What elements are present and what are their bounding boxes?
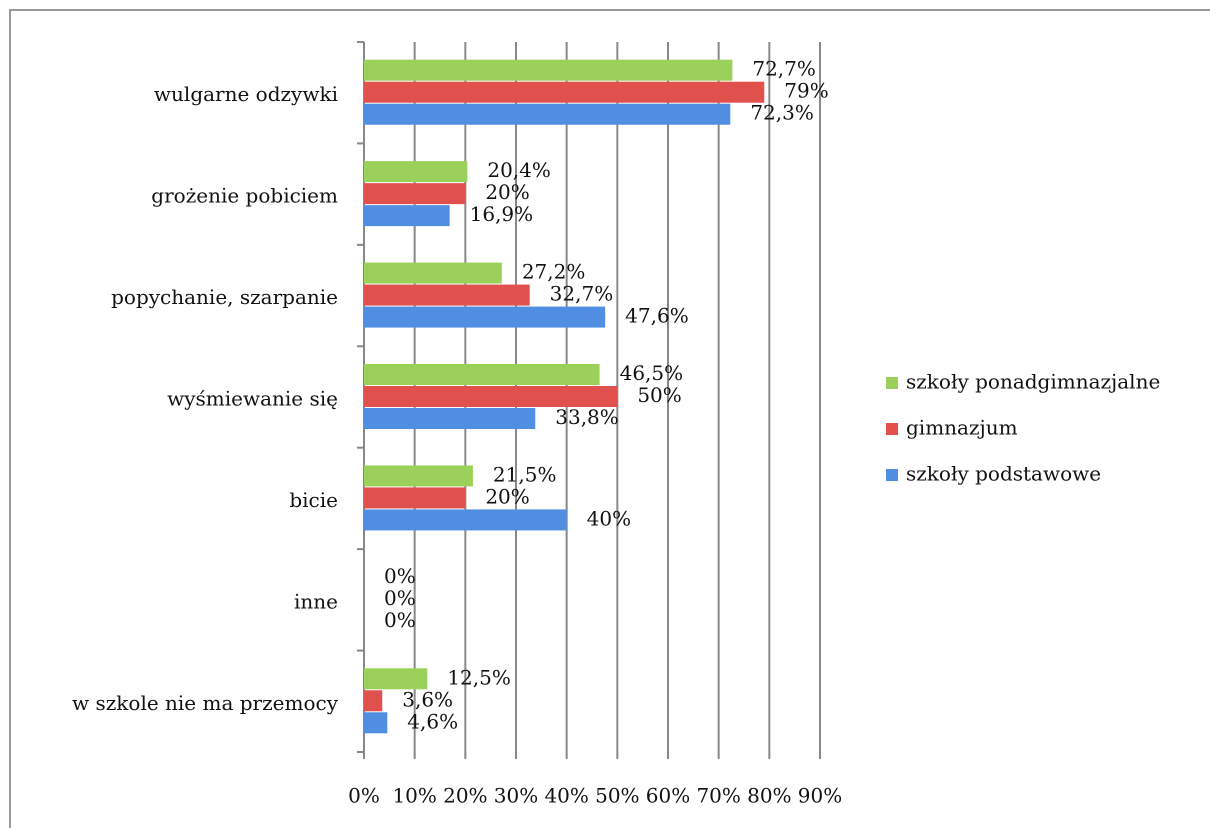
data-label: 0% — [384, 608, 416, 632]
y-tick-label: inne — [294, 589, 338, 613]
data-label: 20,4% — [487, 158, 551, 182]
bar — [364, 183, 466, 205]
bar — [364, 81, 765, 103]
legend-label: szkoły ponadgimnazjalne — [906, 370, 1160, 394]
bar — [364, 262, 502, 284]
bar — [364, 103, 731, 125]
data-label: 3,6% — [402, 687, 453, 711]
y-tick-label: grożenie pobiciem — [151, 184, 338, 208]
data-label: 79% — [784, 79, 828, 103]
data-label: 20% — [485, 180, 529, 204]
bar — [364, 465, 473, 487]
data-label: 4,6% — [407, 709, 458, 733]
y-tick-label: wyśmiewanie się — [167, 387, 338, 411]
legend-swatch — [886, 423, 898, 435]
x-tick-label: 0% — [348, 784, 380, 808]
data-label: 21,5% — [493, 462, 557, 486]
data-label: 12,5% — [447, 665, 511, 689]
bar — [364, 284, 530, 306]
x-tick-label: 90% — [798, 784, 842, 808]
x-tick-label: 80% — [747, 784, 791, 808]
bar — [364, 364, 600, 385]
data-label: 0% — [384, 586, 416, 610]
y-tick-label: w szkole nie ma przemocy — [72, 691, 339, 715]
bar — [364, 487, 466, 509]
data-label: 33,8% — [555, 405, 619, 429]
legend-label: gimnazjum — [906, 416, 1018, 440]
bar — [364, 712, 388, 734]
data-label: 32,7% — [550, 282, 614, 306]
x-tick-label: 70% — [696, 784, 740, 808]
x-tick-label: 20% — [443, 784, 487, 808]
bar — [364, 668, 428, 690]
data-label: 0% — [384, 564, 416, 588]
data-label: 16,9% — [470, 202, 534, 226]
bar — [364, 509, 567, 531]
data-label: 20% — [485, 484, 529, 508]
y-tick-label: popychanie, szarpanie — [111, 285, 338, 309]
legend-label: szkoły podstawowe — [906, 462, 1101, 486]
data-label: 72,7% — [752, 57, 816, 81]
x-tick-label: 50% — [595, 784, 639, 808]
data-label: 40% — [587, 506, 631, 530]
bar — [364, 205, 450, 227]
x-tick-label: 10% — [392, 784, 436, 808]
y-tick-label: wulgarne odzywki — [154, 82, 338, 106]
data-label: 46,5% — [620, 361, 684, 385]
data-label: 47,6% — [625, 304, 689, 328]
chart-frame — [9, 9, 1210, 828]
bar — [364, 59, 733, 81]
x-tick-label: 40% — [544, 784, 588, 808]
data-label: 72,3% — [750, 101, 814, 125]
bar — [364, 408, 536, 429]
data-label: 50% — [637, 383, 681, 407]
bar — [364, 690, 383, 712]
bar — [364, 161, 468, 183]
bar — [364, 386, 618, 407]
x-tick-label: 30% — [494, 784, 538, 808]
legend-swatch — [886, 469, 898, 481]
data-label: 27,2% — [522, 260, 586, 284]
y-tick-label: bicie — [289, 488, 338, 512]
bar — [364, 306, 606, 328]
legend-swatch — [886, 377, 898, 389]
x-tick-label: 60% — [646, 784, 690, 808]
